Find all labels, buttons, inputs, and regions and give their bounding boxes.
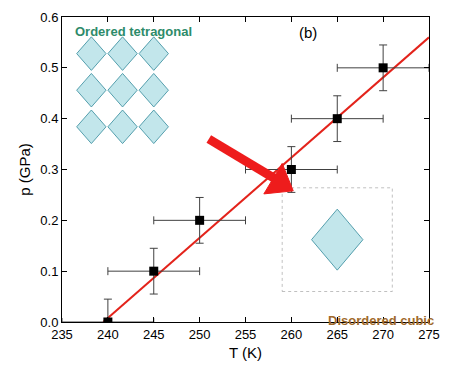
svg-text:275: 275 [418, 327, 440, 342]
svg-text:270: 270 [372, 327, 394, 342]
svg-text:240: 240 [97, 327, 119, 342]
svg-text:0.6: 0.6 [40, 10, 58, 25]
svg-text:265: 265 [326, 327, 348, 342]
svg-text:T (K): T (K) [229, 344, 262, 361]
svg-text:260: 260 [281, 327, 303, 342]
svg-text:Disordered cubic: Disordered cubic [328, 313, 434, 328]
svg-text:0.1: 0.1 [40, 264, 58, 279]
svg-text:245: 245 [143, 327, 165, 342]
svg-text:235: 235 [51, 327, 73, 342]
svg-text:250: 250 [189, 327, 211, 342]
svg-text:0.5: 0.5 [40, 60, 58, 75]
svg-text:0.0: 0.0 [40, 315, 58, 330]
svg-text:0.4: 0.4 [40, 111, 58, 126]
svg-text:(b): (b) [299, 24, 317, 41]
svg-text:0.2: 0.2 [40, 213, 58, 228]
svg-text:p (GPa): p (GPa) [16, 143, 33, 196]
svg-text:Ordered tetragonal: Ordered tetragonal [75, 24, 192, 39]
svg-text:0.3: 0.3 [40, 162, 58, 177]
svg-text:255: 255 [235, 327, 257, 342]
